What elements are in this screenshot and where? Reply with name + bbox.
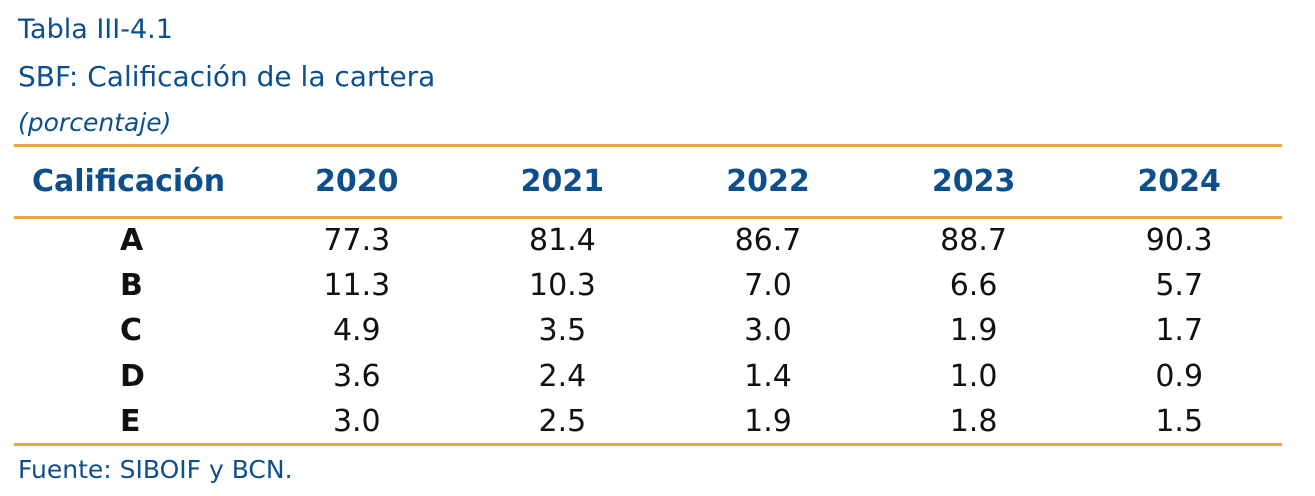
column-header-2023: 2023 [931,164,1016,199]
table-cell: 3.6 [332,358,381,394]
row-label: E [120,403,141,439]
table-cell: 7.0 [744,268,792,304]
row-label: B [120,268,143,304]
table-cell: 10.3 [528,268,596,304]
table-cell: 5.7 [1155,268,1204,304]
table-number: Tabla III-4.1 [18,14,173,45]
table-cell: 90.3 [1145,223,1213,259]
table-cell: 77.3 [323,223,391,259]
column-header-2022: 2022 [726,164,810,199]
table-cell: 88.7 [940,223,1007,259]
column-header-2024: 2024 [1137,164,1221,199]
table-row: A 77.3 81.4 86.7 88.7 90.3 [14,218,1282,263]
table-cell: 1.9 [744,403,792,439]
row-label: D [120,358,145,394]
rating-table: Calificación 2020 2021 2022 2023 2024 A … [14,144,1282,446]
table-unit: (porcentaje) [18,108,172,137]
table-cell: 1.0 [949,358,998,394]
table-row: B 11.3 10.3 7.0 6.6 5.7 [14,263,1282,308]
column-header-rating: Calificación [32,164,226,199]
table-cell: 1.9 [949,313,998,349]
table-cell: 1.8 [949,403,998,439]
table-cell: 86.7 [734,223,802,259]
table-row: C 4.9 3.5 3.0 1.9 1.7 [14,308,1282,353]
table-cell: 3.0 [744,313,792,349]
table-row: D 3.6 2.4 1.4 1.0 0.9 [14,354,1282,399]
table-cell: 0.9 [1155,358,1204,394]
table-title: SBF: Calificación de la cartera [18,60,436,93]
table-cell: 3.5 [538,313,587,349]
table-cell: 1.7 [1155,313,1204,349]
table-cell: 3.0 [332,403,381,439]
table-cell: 4.9 [332,313,381,349]
table-cell: 1.5 [1155,403,1204,439]
table-cell: 81.4 [528,223,596,259]
table-cell: 11.3 [323,268,391,304]
header-row: Calificación 2020 2021 2022 2023 2024 [14,145,1282,218]
column-header-2020: 2020 [315,164,399,199]
table-cell: 1.4 [744,358,792,394]
source-note: Fuente: SIBOIF y BCN. [18,455,293,484]
column-header-2021: 2021 [520,164,605,199]
row-label: C [120,313,143,349]
row-label: A [120,223,144,259]
table-cell: 2.5 [538,403,587,439]
table-cell: 2.4 [538,358,587,394]
table-row: E 3.0 2.5 1.9 1.8 1.5 [14,399,1282,445]
table-cell: 6.6 [949,268,998,304]
